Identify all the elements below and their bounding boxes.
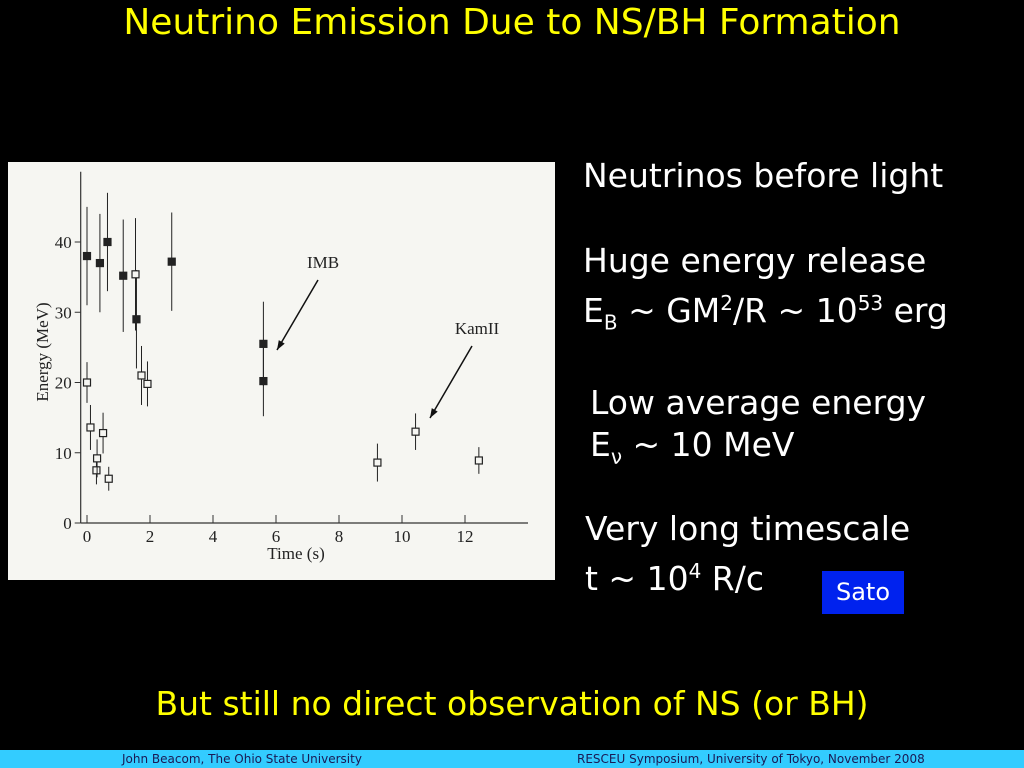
y-tick-label: 10: [55, 444, 72, 463]
text-run: t ~ 10: [585, 559, 689, 598]
text-run: Low average energy: [590, 383, 927, 422]
text-run: Huge energy release: [583, 241, 927, 280]
text-run: R/c: [701, 559, 764, 598]
y-tick-label: 40: [55, 233, 72, 252]
x-tick-label: 0: [83, 527, 92, 546]
subscript: B: [603, 310, 618, 335]
slide-title: Neutrino Emission Due to NS/BH Formation: [123, 2, 901, 43]
data-point: [92, 466, 101, 475]
data-point: [98, 428, 108, 438]
badge: Sato: [822, 571, 904, 614]
data-point: [131, 270, 140, 279]
chart: 0 10 20 30 40 0 2 4 6 8 10 12 Time (s) Energy (MeV) IM…: [8, 162, 555, 580]
x-tick-label: 6: [272, 527, 281, 546]
annotation-arrow: [429, 345, 473, 419]
y-tick-label: 20: [55, 374, 72, 393]
supscript: 2: [720, 291, 734, 315]
conclusion: But still no direct observation of NS (o…: [155, 684, 869, 723]
bullet: Low average energy Eν ~ 10 MeV: [590, 382, 926, 478]
supscript: 4: [688, 559, 702, 583]
series-annotation: KamII: [455, 319, 500, 338]
bullet-line: Huge energy release: [583, 240, 948, 282]
text-run: E: [583, 291, 604, 330]
annotation-arrow: [276, 279, 319, 351]
data-point: [103, 237, 112, 247]
x-tick-label: 2: [146, 527, 155, 546]
footer-right: RESCEU Symposium, University of Tokyo, N…: [577, 752, 925, 766]
x-tick-label: 12: [457, 527, 474, 546]
data-point: [82, 378, 92, 387]
data-point: [132, 315, 141, 324]
bullet-line: Neutrinos before light: [583, 155, 943, 197]
text-run: /R ~ 10: [733, 291, 858, 330]
arrow-head: [277, 340, 285, 350]
data-point: [86, 423, 95, 432]
text-run: ~ 10 MeV: [622, 425, 795, 464]
data-point: [474, 456, 483, 465]
text-run: Very long timescale: [585, 509, 911, 548]
footer-left: John Beacom, The Ohio State University: [122, 752, 362, 766]
bullet-line: Eν ~ 10 MeV: [590, 424, 926, 478]
y-axis-label: Energy (MeV): [33, 302, 52, 401]
bullet-line: EB ~ GM2/R ~ 1053 erg: [583, 282, 948, 344]
bullet-line: t ~ 104 R/c: [585, 550, 910, 600]
data-point: [373, 458, 382, 467]
subscript: ν: [610, 444, 623, 469]
x-tick-label: 10: [394, 527, 411, 546]
data-point: [95, 258, 105, 268]
text-run: E: [590, 425, 611, 464]
footer: John Beacom, The Ohio State University R…: [0, 750, 1024, 768]
bullet: Neutrinos before light: [583, 155, 943, 197]
data-point: [259, 376, 268, 386]
x-axis-label: Time (s): [267, 544, 324, 563]
bullet: Very long timescale t ~ 104 R/c: [585, 508, 910, 600]
y-tick-label: 0: [63, 514, 72, 533]
x-tick-label: 8: [335, 527, 344, 546]
bullet-line: Very long timescale: [585, 508, 910, 550]
data-point: [143, 379, 152, 389]
data-point: [82, 251, 92, 261]
data-point: [411, 427, 420, 436]
data-point: [119, 271, 128, 280]
supscript: 53: [857, 291, 884, 315]
data-point: [167, 257, 176, 266]
bullet: Huge energy release EB ~ GM2/R ~ 1053 erg: [583, 240, 948, 344]
x-tick-label: 4: [209, 527, 218, 546]
data-point: [137, 371, 146, 380]
bullet-line: Low average energy: [590, 382, 926, 424]
y-tick-label: 30: [55, 303, 72, 322]
data-point: [92, 454, 102, 463]
text-run: ~ GM: [617, 291, 721, 330]
data-point: [104, 474, 113, 483]
arrow-head: [430, 408, 438, 418]
text-run: erg: [883, 291, 948, 330]
series-annotation: IMB: [307, 253, 339, 272]
text-run: Neutrinos before light: [583, 156, 944, 195]
